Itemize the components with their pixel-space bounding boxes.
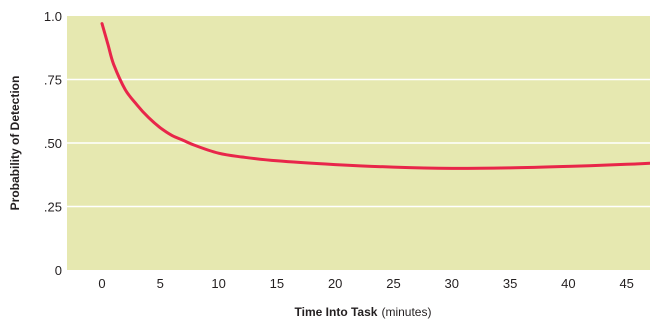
x-tick-label: 40 — [561, 276, 575, 291]
x-tick-label: 15 — [270, 276, 284, 291]
y-tick-label: .50 — [44, 136, 62, 151]
x-axis-title-main: Time Into Task — [295, 305, 378, 319]
y-axis-title: Probability of Detection — [8, 76, 22, 211]
x-tick-label: 10 — [211, 276, 225, 291]
y-tick-label: .75 — [44, 73, 62, 88]
x-tick-label: 30 — [445, 276, 459, 291]
y-tick-label: 0 — [55, 263, 62, 278]
y-tick-label: 1.0 — [44, 9, 62, 24]
x-tick-label: 0 — [98, 276, 105, 291]
x-axis-title-unit: (minutes) — [381, 305, 431, 319]
x-axis-title: Time Into Task (minutes) — [295, 305, 432, 319]
x-tick-label: 5 — [157, 276, 164, 291]
y-axis-ticks: 0 .25 .50 .75 1.0 — [44, 9, 62, 278]
x-tick-label: 35 — [503, 276, 517, 291]
detection-probability-line — [100, 22, 650, 170]
y-tick-label: .25 — [44, 200, 62, 215]
x-axis-ticks: 0 5 10 15 20 25 30 35 40 45 — [98, 276, 634, 291]
x-tick-label: 45 — [619, 276, 633, 291]
gridlines — [67, 78, 650, 208]
x-tick-label: 25 — [386, 276, 400, 291]
x-tick-label: 20 — [328, 276, 342, 291]
